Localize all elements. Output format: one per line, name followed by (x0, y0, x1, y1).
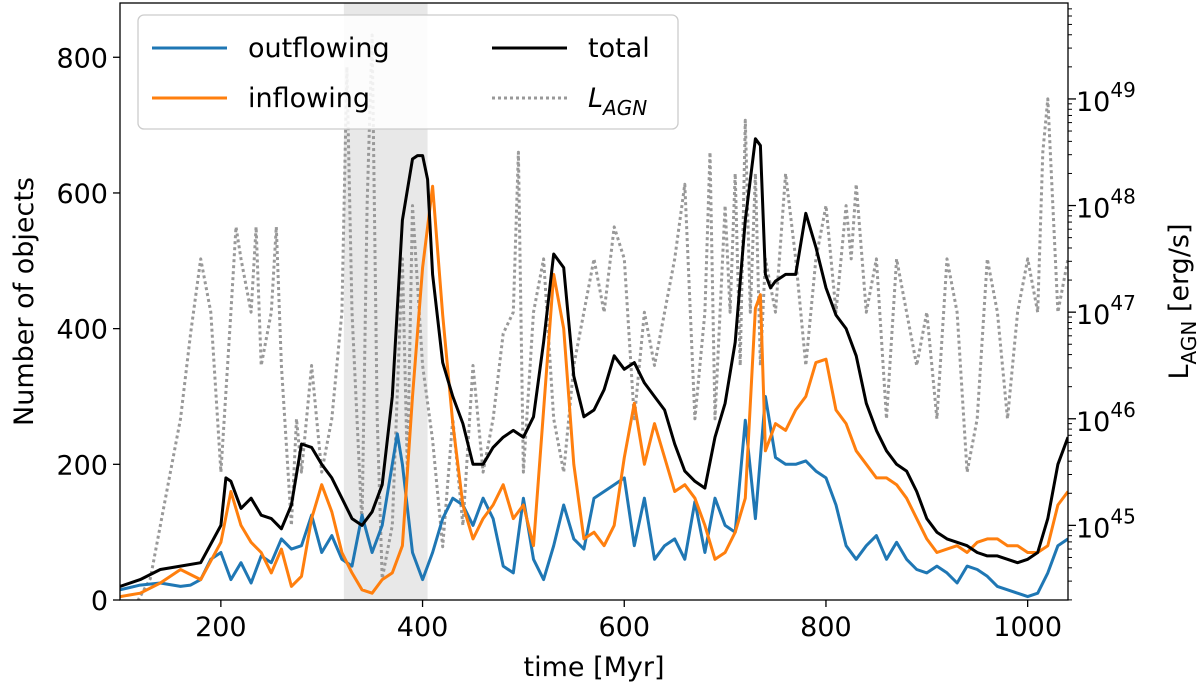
series-line-total (120, 137, 1068, 588)
y-right-tick-label: 1045 (1076, 504, 1136, 544)
y-right-tick-label: 1046 (1076, 398, 1136, 438)
x-tick-label: 1000 (993, 612, 1062, 643)
legend-box (137, 14, 679, 130)
y-tick-label: 400 (56, 315, 108, 346)
series-line-L_AGN (136, 33, 1068, 600)
y-axis-title: Number of objects (9, 177, 40, 426)
y-right-axis-title: LAGN [erg/s] (1164, 223, 1200, 379)
x-tick-label: 800 (800, 612, 852, 643)
x-tick-label: 600 (598, 612, 650, 643)
x-tick-label: 200 (195, 612, 247, 643)
legend-label-L_AGN: LAGN (588, 83, 647, 120)
series-line-inflowing (120, 184, 1068, 599)
plot-frame (119, 2, 1069, 601)
y-right-tick-label: 1048 (1076, 185, 1136, 225)
series-line-outflowing (120, 395, 1068, 599)
y-tick-label: 200 (56, 450, 108, 481)
y-tick-label: 600 (56, 179, 108, 210)
legend-label-inflowing: inflowing (248, 83, 370, 114)
y-right-tick-label: 1047 (1076, 291, 1136, 331)
legend-label-outflowing: outflowing (248, 33, 390, 64)
y-tick-label: 0 (91, 586, 108, 617)
y-right-tick-label: 1049 (1076, 78, 1136, 118)
legend-label-total: total (588, 33, 650, 64)
x-axis-title: time [Myr] (523, 652, 664, 683)
x-tick-label: 400 (397, 612, 449, 643)
y-tick-label: 800 (56, 43, 108, 74)
